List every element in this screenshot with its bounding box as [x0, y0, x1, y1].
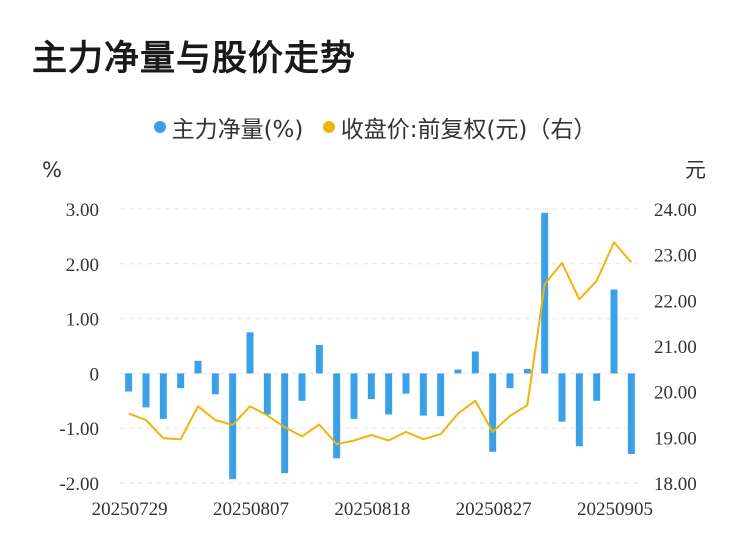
- bar-net-volume: [627, 373, 635, 454]
- bar-net-volume: [385, 373, 393, 415]
- y-left-tick-label: 1.00: [66, 310, 99, 331]
- y-left-unit: %: [42, 158, 62, 182]
- y-right-tick-label: 23.00: [654, 246, 697, 267]
- bar-net-volume: [246, 332, 254, 374]
- legend-item-net-volume[interactable]: 主力净量(%): [153, 110, 304, 144]
- bar-net-volume: [281, 373, 289, 474]
- y-left-tick-label: 0: [90, 364, 100, 385]
- bar-net-volume: [610, 289, 618, 374]
- bar-net-volume: [489, 373, 497, 452]
- legend-label-close-price: 收盘价:前复权(元)（右）: [340, 117, 597, 143]
- bar-net-volume: [177, 373, 185, 389]
- x-tick-label: 20250905: [577, 499, 653, 520]
- legend-dot-icon: [153, 121, 166, 133]
- bar-net-volume: [419, 373, 427, 416]
- y-right-unit: 元: [685, 158, 706, 182]
- bar-net-volume: [523, 369, 531, 374]
- bar-net-volume: [471, 351, 479, 374]
- x-tick-label: 20250818: [334, 499, 410, 520]
- y-left-tick-label: -2.00: [59, 474, 99, 495]
- y-right-tick-label: 18.00: [654, 474, 697, 495]
- bar-net-volume: [402, 373, 410, 394]
- x-tick-label: 20250827: [456, 499, 532, 520]
- bar-net-volume: [229, 373, 237, 480]
- legend-dot-icon: [322, 121, 335, 133]
- bar-net-volume: [575, 373, 583, 447]
- x-tick-label: 20250729: [92, 499, 168, 520]
- bar-net-volume: [125, 373, 133, 392]
- bar-net-volume: [159, 373, 167, 419]
- bar-net-volume: [211, 373, 219, 395]
- chart-title: 主力净量与股价走势: [32, 39, 357, 79]
- y-right-tick-label: 20.00: [654, 383, 697, 404]
- bar-net-volume: [142, 373, 150, 408]
- bar-net-volume: [367, 373, 375, 400]
- y-left-tick-label: 3.00: [66, 200, 99, 221]
- y-left-tick-label: 2.00: [66, 255, 99, 276]
- bar-net-volume: [194, 360, 202, 374]
- bar-net-volume: [558, 373, 566, 422]
- bar-net-volume: [350, 373, 358, 419]
- bar-net-volume: [437, 373, 445, 417]
- legend: 主力净量(%) 收盘价:前复权(元)（右）: [0, 110, 750, 144]
- bar-net-volume: [298, 373, 306, 401]
- y-right-tick-label: 21.00: [654, 337, 697, 358]
- bar-net-volume: [263, 373, 271, 415]
- series-line-close-price: [128, 241, 633, 446]
- x-tick-label: 20250807: [213, 499, 289, 520]
- bar-net-volume: [506, 373, 514, 389]
- bar-net-volume: [454, 369, 462, 374]
- y-right-tick-label: 24.00: [654, 200, 697, 221]
- y-right-tick-label: 19.00: [654, 428, 697, 449]
- bar-net-volume: [593, 373, 601, 401]
- bar-net-volume: [333, 373, 341, 459]
- legend-label-net-volume: 主力净量(%): [171, 117, 304, 143]
- y-left-tick-label: -1.00: [59, 419, 99, 440]
- bar-net-volume: [541, 212, 549, 374]
- y-right-tick-label: 22.00: [654, 291, 697, 312]
- bar-net-volume: [315, 344, 323, 374]
- legend-item-close-price[interactable]: 收盘价:前复权(元)（右）: [322, 110, 597, 144]
